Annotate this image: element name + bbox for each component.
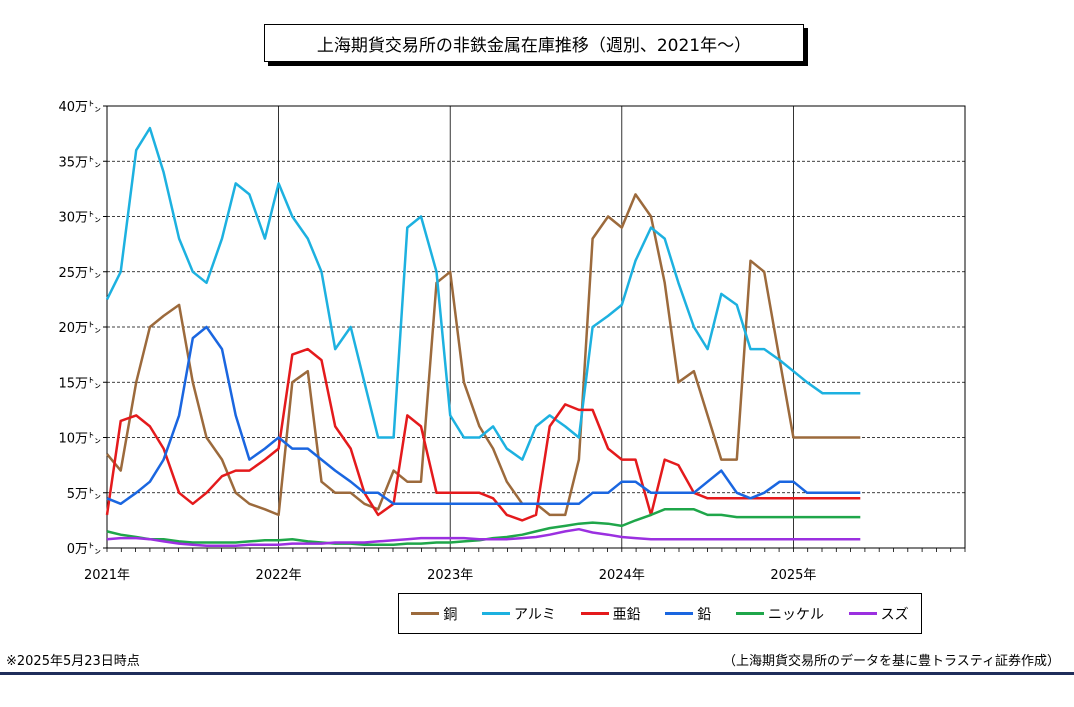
legend-item: 亜鉛: [580, 604, 641, 624]
legend-swatch: [411, 612, 440, 615]
footnote: ※2025年5月23日時点: [6, 654, 140, 669]
legend-label: スズ: [880, 606, 909, 623]
chart-title: 上海期貨交易所の非鉄金属在庫推移（週別、2021年～）: [264, 24, 804, 62]
y-tick-label: 5万㌧: [67, 487, 101, 502]
legend: 銅 アルミ 亜鉛 鉛 ニッケル スズ: [398, 593, 922, 634]
y-tick-label: 10万㌧: [58, 432, 101, 447]
y-tick-label: 20万㌧: [58, 321, 101, 336]
legend-swatch: [848, 612, 877, 615]
y-tick-label: 35万㌧: [58, 155, 101, 170]
series-line-鉛: [106, 325, 861, 506]
series-line-スズ: [106, 527, 861, 548]
series-line-亜鉛: [105, 347, 861, 522]
legend-swatch: [735, 612, 764, 615]
x-tick-label: 2023年: [427, 568, 473, 583]
legend-label: 銅: [443, 606, 458, 623]
y-tick-label: 0万㌧: [67, 542, 101, 557]
y-tick-label: 15万㌧: [58, 376, 101, 391]
legend-item: 銅: [411, 604, 457, 624]
y-tick-label: 40万㌧: [58, 100, 101, 115]
x-tick-label: 2022年: [256, 568, 302, 583]
legend-label: 亜鉛: [612, 606, 641, 623]
source-note: （上海期貨交易所のデータを基に豊トラスティ証券作成）: [723, 654, 1060, 669]
legend-label: 鉛: [697, 606, 712, 623]
legend-label: ニッケル: [767, 606, 824, 623]
legend-swatch: [580, 612, 609, 615]
y-tick-label: 30万㌧: [58, 211, 101, 226]
y-tick-label: 25万㌧: [58, 266, 101, 281]
series-line-アルミ: [105, 126, 861, 461]
x-tick-label: 2025年: [770, 568, 816, 583]
legend-item: スズ: [848, 604, 909, 624]
legend-item: アルミ: [482, 604, 556, 624]
plot-area: [106, 105, 966, 549]
x-tick-label: 2024年: [599, 568, 645, 583]
legend-swatch: [482, 612, 511, 615]
legend-swatch: [665, 612, 694, 615]
legend-item: 鉛: [665, 604, 711, 624]
legend-item: ニッケル: [735, 604, 824, 624]
legend-label: アルミ: [514, 606, 556, 623]
x-tick-label: 2021年: [84, 568, 130, 583]
bottom-rule: [0, 672, 1074, 675]
series-line-銅: [106, 193, 861, 517]
